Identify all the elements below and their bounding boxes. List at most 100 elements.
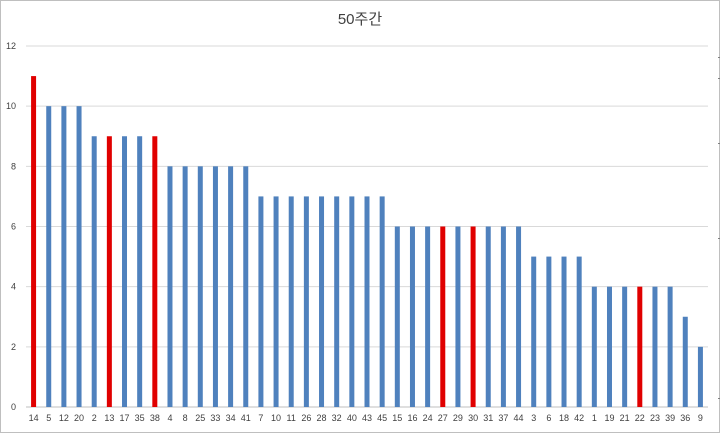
- bar-21: [622, 286, 628, 407]
- x-tick-label: 16: [407, 413, 417, 423]
- bar-32: [334, 196, 340, 407]
- bar-9: [697, 346, 703, 407]
- bar-5: [46, 106, 52, 408]
- x-tick-label: 24: [423, 413, 433, 423]
- x-tick-label: 15: [392, 413, 402, 423]
- bar-20: [76, 106, 82, 408]
- x-tick-label: 37: [498, 413, 508, 423]
- y-tick-label: 8: [11, 161, 16, 171]
- bar-44: [516, 226, 522, 407]
- x-tick-label: 1: [592, 413, 597, 423]
- x-tick-label: 3: [531, 413, 536, 423]
- x-tick-label: 33: [210, 413, 220, 423]
- x-tick-label: 4: [167, 413, 172, 423]
- bar-16: [409, 226, 415, 407]
- x-tick-label: 38: [150, 413, 160, 423]
- x-tick-label: 42: [574, 413, 584, 423]
- x-tick-label: 12: [59, 413, 69, 423]
- x-tick-label: 2: [92, 413, 97, 423]
- edge-mark: [718, 57, 720, 58]
- bar-35: [137, 136, 143, 407]
- x-tick-label: 44: [514, 413, 524, 423]
- bar-40: [349, 196, 355, 407]
- y-tick-label: 12: [6, 41, 16, 51]
- y-axis-ticks: 0 2 4 6 8 10 12: [6, 41, 16, 412]
- bar-38: [152, 136, 158, 407]
- x-axis-ticks: 14 5 12 20 2 13 17 35 38 4 8 25 33 34 41 7 10 11 26 28 32 40 4…: [29, 413, 703, 423]
- bar-25: [197, 166, 203, 407]
- bar-13: [106, 136, 112, 407]
- x-tick-label: 17: [120, 413, 130, 423]
- bar-43: [364, 196, 370, 407]
- x-tick-label: 7: [258, 413, 263, 423]
- edge-mark: [718, 78, 720, 79]
- x-tick-label: 8: [183, 413, 188, 423]
- y-tick-label: 0: [11, 402, 16, 412]
- bar-26: [303, 196, 309, 407]
- x-tick-label: 25: [195, 413, 205, 423]
- bar-31: [485, 226, 491, 407]
- x-tick-label: 29: [453, 413, 463, 423]
- x-tick-label: 20: [74, 413, 84, 423]
- x-tick-label: 13: [104, 413, 114, 423]
- bar-33: [212, 166, 218, 407]
- x-tick-label: 41: [241, 413, 251, 423]
- bar-11: [288, 196, 294, 407]
- bar-23: [652, 286, 658, 407]
- bar-1: [591, 286, 597, 407]
- x-tick-label: 27: [438, 413, 448, 423]
- x-tick-label: 34: [226, 413, 236, 423]
- bar-8: [182, 166, 188, 407]
- bar-7: [258, 196, 264, 407]
- bar-14: [31, 76, 37, 407]
- y-tick-label: 10: [6, 101, 16, 111]
- bar-42: [576, 256, 582, 407]
- x-tick-label: 18: [559, 413, 569, 423]
- x-tick-label: 39: [665, 413, 675, 423]
- x-tick-label: 36: [680, 413, 690, 423]
- x-tick-label: 23: [650, 413, 660, 423]
- bar-24: [425, 226, 431, 407]
- x-tick-label: 45: [377, 413, 387, 423]
- x-tick-label: 19: [604, 413, 614, 423]
- bar-27: [440, 226, 446, 407]
- x-tick-label: 14: [29, 413, 39, 423]
- x-tick-label: 28: [317, 413, 327, 423]
- x-tick-label: 26: [301, 413, 311, 423]
- bars: [31, 76, 703, 408]
- edge-mark: [718, 143, 720, 144]
- y-tick-label: 4: [11, 282, 16, 292]
- x-tick-label: 35: [135, 413, 145, 423]
- x-tick-label: 11: [287, 413, 296, 423]
- bar-2: [91, 136, 97, 407]
- chart-title: 50주간: [337, 11, 383, 28]
- x-tick-label: 43: [362, 413, 372, 423]
- bar-10: [273, 196, 279, 407]
- x-tick-label: 9: [698, 413, 703, 423]
- bar-34: [228, 166, 234, 407]
- x-tick-label: 6: [546, 413, 551, 423]
- x-tick-label: 40: [347, 413, 357, 423]
- bar-37: [500, 226, 506, 407]
- bar-4: [167, 166, 173, 407]
- x-tick-label: 32: [332, 413, 342, 423]
- x-tick-label: 10: [271, 413, 281, 423]
- bar-19: [606, 286, 612, 407]
- bar-30: [470, 226, 476, 407]
- bar-3: [531, 256, 537, 407]
- edge-mark: [718, 398, 720, 399]
- y-tick-label: 6: [11, 222, 16, 232]
- bar-28: [319, 196, 325, 407]
- bar-45: [379, 196, 385, 407]
- bar-6: [546, 256, 552, 407]
- y-tick-label: 2: [11, 342, 16, 352]
- edge-mark: [718, 238, 720, 239]
- bar-17: [122, 136, 128, 407]
- bar-29: [455, 226, 461, 407]
- bar-12: [61, 106, 67, 408]
- x-tick-label: 31: [483, 413, 493, 423]
- x-tick-label: 5: [46, 413, 51, 423]
- bar-18: [561, 256, 567, 407]
